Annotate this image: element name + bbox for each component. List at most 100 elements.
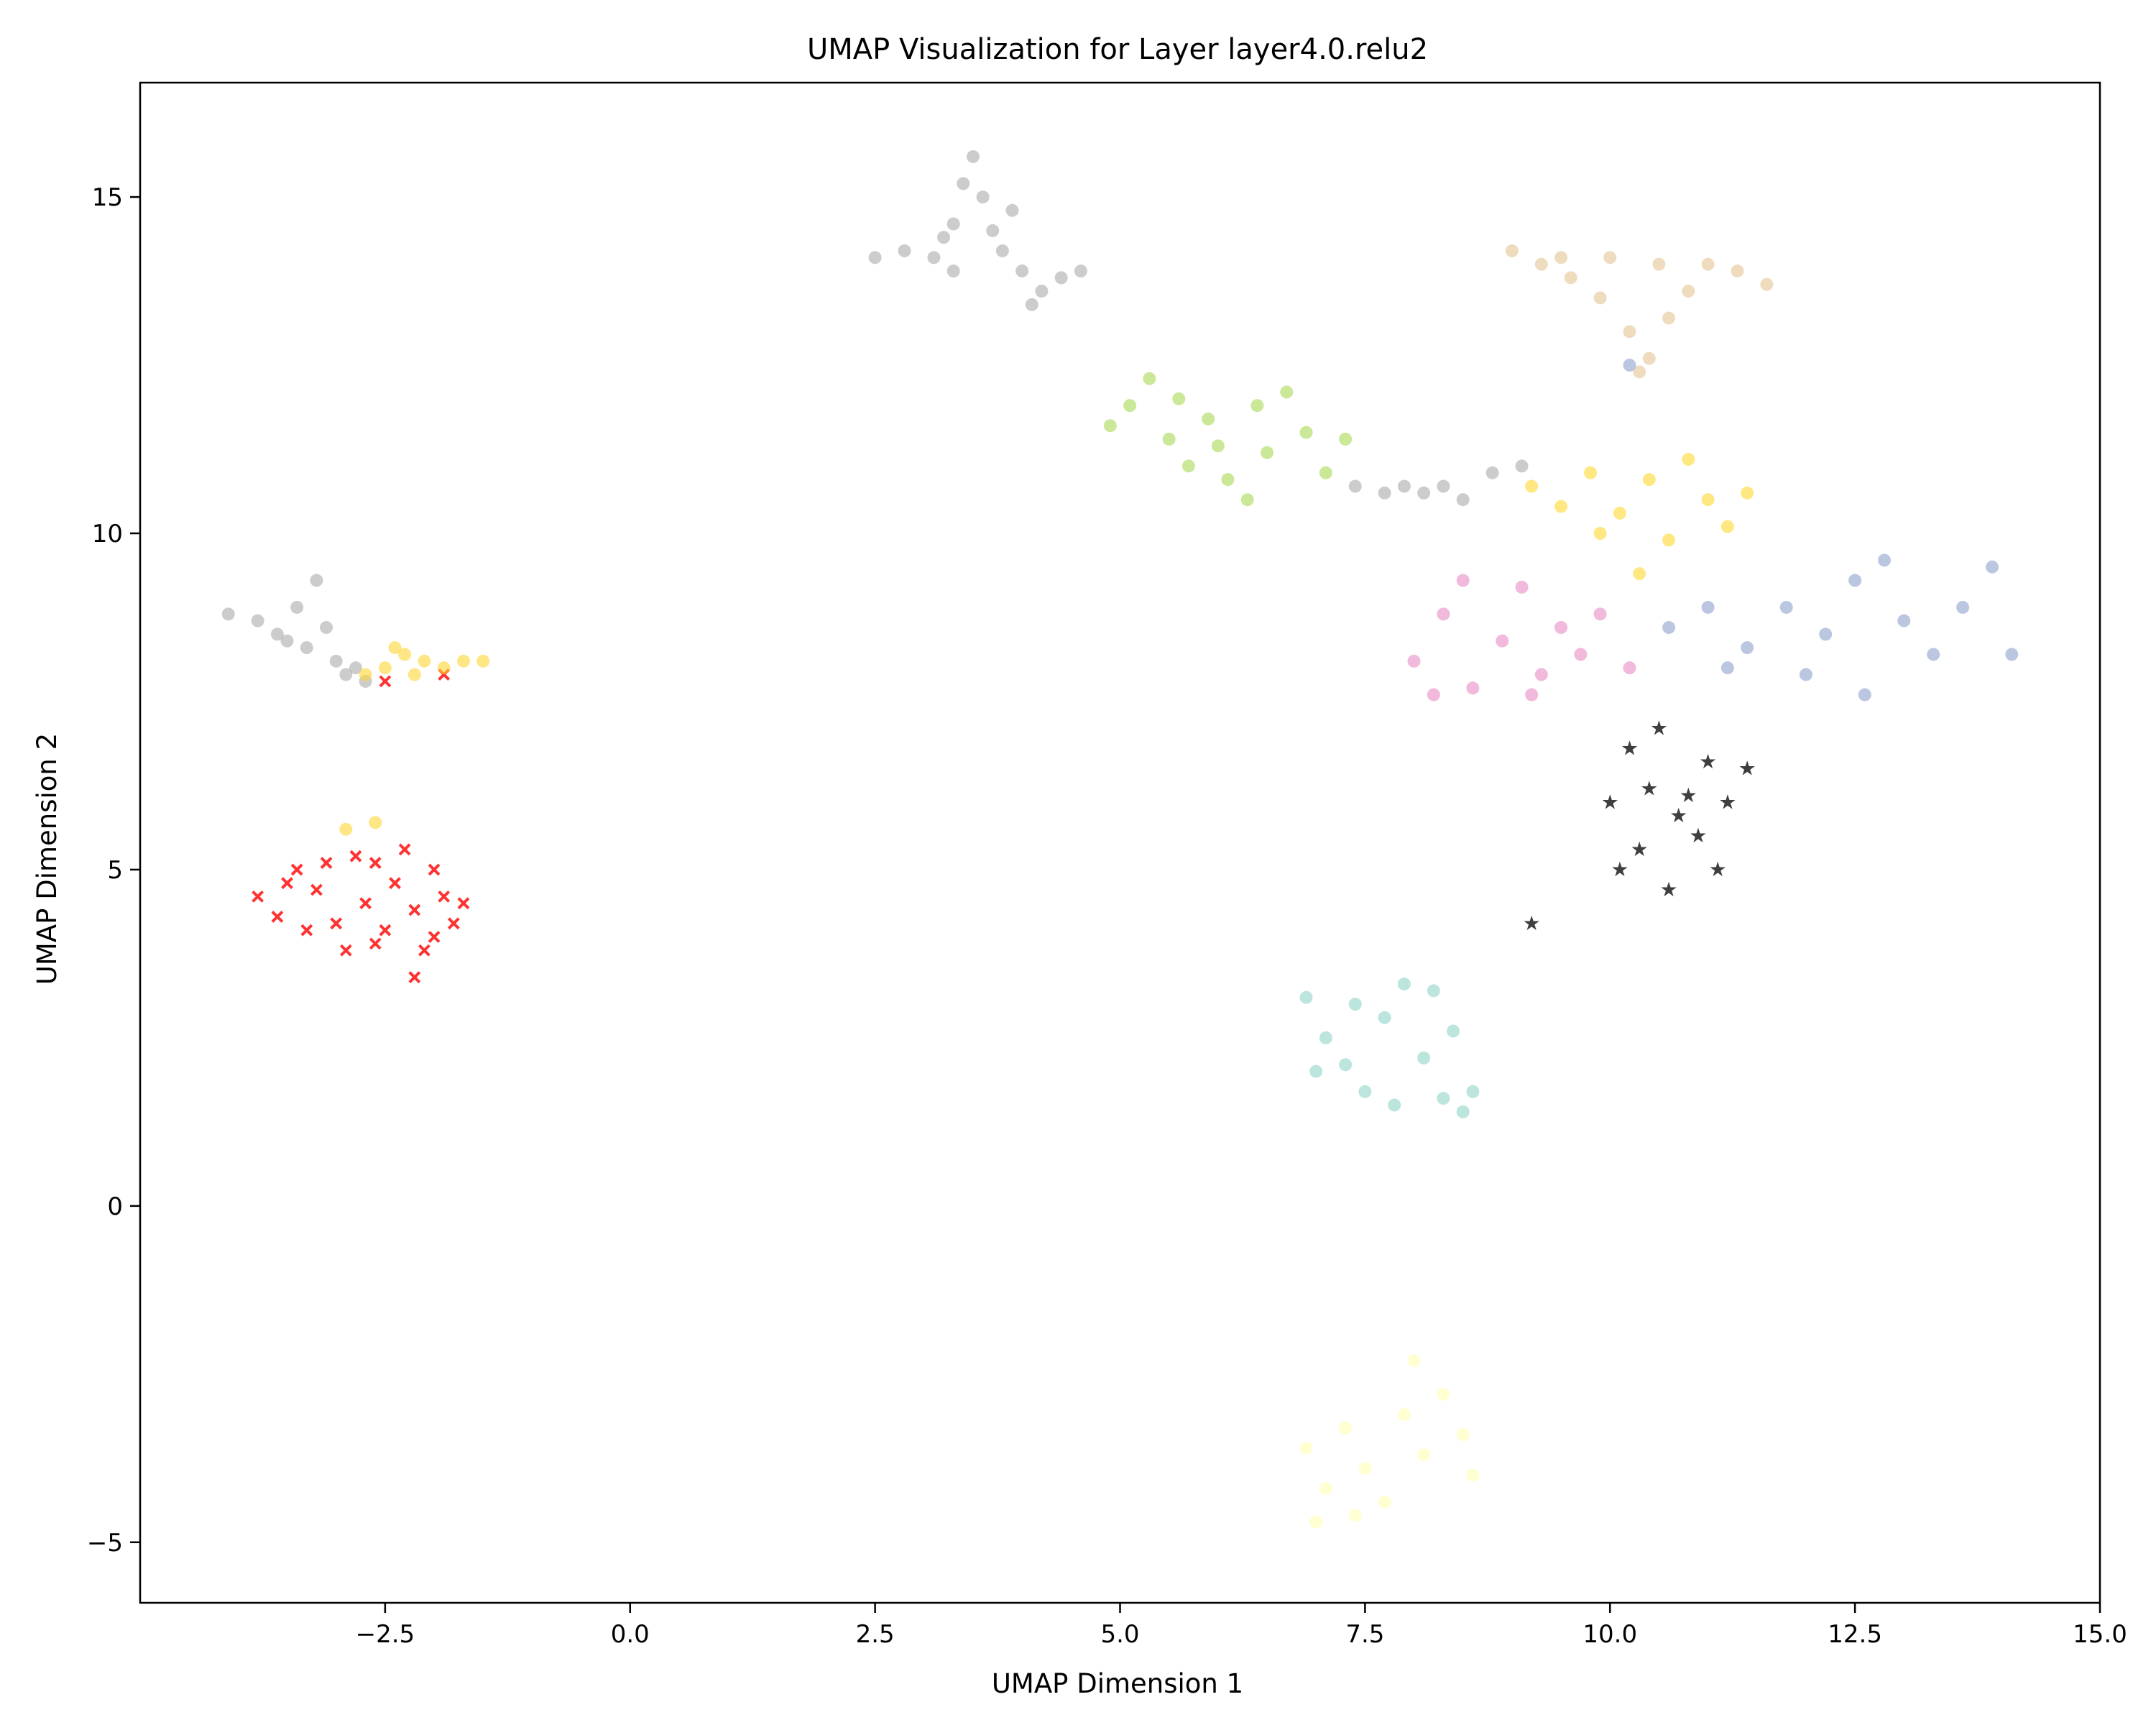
scatter-point bbox=[1437, 1092, 1450, 1105]
scatter-point bbox=[1701, 257, 1715, 271]
scatter-point bbox=[1074, 264, 1087, 278]
scatter-point bbox=[1534, 257, 1548, 271]
scatter-point bbox=[1172, 392, 1186, 405]
x-tick-label: −2.5 bbox=[356, 1620, 415, 1649]
scatter-point bbox=[379, 675, 392, 688]
y-axis-label: UMAP Dimension 2 bbox=[32, 733, 63, 985]
scatter-point bbox=[280, 634, 294, 648]
scatter-point bbox=[290, 863, 303, 876]
scatter-point bbox=[1701, 600, 1715, 614]
scatter-point bbox=[221, 607, 235, 621]
scatter-point bbox=[437, 661, 451, 675]
scatter-point bbox=[1731, 264, 1744, 278]
scatter-point bbox=[1447, 1024, 1460, 1038]
scatter-point bbox=[349, 850, 362, 862]
x-tick-label: 7.5 bbox=[1345, 1620, 1384, 1649]
scatter-point bbox=[1593, 527, 1607, 540]
scatter-point: ★ bbox=[1660, 878, 1678, 901]
scatter-point bbox=[1299, 990, 1313, 1004]
scatter-point bbox=[1779, 600, 1793, 614]
scatter-point bbox=[1025, 298, 1038, 311]
scatter-point bbox=[1299, 426, 1313, 439]
scatter-point bbox=[1437, 479, 1450, 493]
scatter-point bbox=[281, 877, 293, 890]
scatter-point bbox=[1211, 439, 1225, 453]
scatter-point bbox=[1662, 311, 1676, 325]
x-axis-ticks: −2.5 0.0 2.5 5.0 7.5 10.0 12.5 15.0 bbox=[356, 1603, 2127, 1649]
scatter-point bbox=[1015, 264, 1029, 278]
scatter-point bbox=[1397, 1407, 1411, 1421]
scatter-point bbox=[1956, 600, 1970, 614]
scatter-point bbox=[1505, 244, 1519, 257]
scatter-point bbox=[1299, 1441, 1313, 1455]
y-tick-label: 5 bbox=[107, 856, 123, 885]
scatter-point bbox=[937, 231, 951, 244]
scatter-point bbox=[379, 924, 392, 937]
scatter-point bbox=[1005, 203, 1019, 217]
y-axis-ticks: −5 0 5 10 15 bbox=[87, 183, 140, 1558]
scatter-point bbox=[1319, 1481, 1332, 1495]
scatter-point bbox=[2005, 648, 2019, 661]
scatter-point bbox=[1348, 998, 1362, 1011]
scatter-point bbox=[251, 614, 264, 627]
scatter-point bbox=[300, 924, 313, 937]
scatter-point bbox=[1417, 1051, 1431, 1064]
scatter-point bbox=[329, 654, 343, 668]
scatter-point bbox=[1515, 459, 1529, 473]
scatter-point: ★ bbox=[1709, 857, 1727, 881]
scatter-point bbox=[369, 857, 382, 869]
x-tick-label: 5.0 bbox=[1100, 1620, 1139, 1649]
scatter-point: ★ bbox=[1601, 790, 1619, 814]
x-tick-label: 12.5 bbox=[1828, 1620, 1882, 1649]
scatter-point bbox=[1456, 493, 1470, 507]
scatter-point bbox=[398, 843, 411, 856]
scatter-point bbox=[1897, 614, 1911, 627]
scatter-point bbox=[1250, 399, 1264, 413]
scatter-point bbox=[270, 627, 284, 641]
scatter-point bbox=[457, 897, 470, 910]
chart-title: UMAP Visualization for Layer layer4.0.re… bbox=[807, 33, 1428, 66]
scatter-point bbox=[1456, 1428, 1470, 1442]
scatter-point bbox=[398, 648, 412, 661]
scatter-point bbox=[1339, 1421, 1353, 1435]
scatter-point bbox=[476, 654, 490, 668]
scatter-point bbox=[388, 641, 402, 655]
scatter-point bbox=[1633, 365, 1646, 379]
scatter-point bbox=[995, 244, 1009, 257]
scatter-point bbox=[1378, 486, 1391, 500]
scatter-point bbox=[1035, 285, 1049, 298]
scatter-point bbox=[1927, 648, 1940, 661]
scatter-point bbox=[320, 857, 333, 869]
scatter-point bbox=[1358, 1085, 1372, 1098]
x-axis-label: UMAP Dimension 1 bbox=[992, 1668, 1243, 1699]
scatter-point bbox=[1603, 251, 1617, 264]
scatter-point bbox=[1348, 479, 1362, 493]
scatter-point bbox=[1378, 1011, 1391, 1024]
scatter-point bbox=[1682, 285, 1695, 298]
scatter-point bbox=[252, 890, 264, 903]
scatter-point bbox=[966, 150, 980, 163]
scatter-point bbox=[1515, 580, 1529, 594]
y-tick-label: 0 bbox=[107, 1192, 123, 1221]
scatter-point bbox=[428, 931, 441, 943]
y-tick-label: −5 bbox=[87, 1529, 123, 1558]
scatter-point bbox=[418, 944, 430, 957]
scatter-point: ★ bbox=[1669, 804, 1687, 827]
x-tick-label: 2.5 bbox=[856, 1620, 895, 1649]
scatter-point bbox=[986, 224, 1000, 237]
scatter-point bbox=[408, 971, 421, 984]
scatter-point bbox=[1388, 1098, 1401, 1112]
scatter-point bbox=[408, 903, 421, 916]
scatter-point bbox=[1682, 453, 1695, 466]
scatter-point bbox=[1202, 412, 1215, 426]
scatter-point bbox=[1642, 351, 1656, 365]
scatter-point bbox=[1437, 607, 1450, 621]
scatter-point bbox=[1485, 466, 1499, 479]
scatter-point bbox=[1642, 473, 1656, 487]
scatter-point bbox=[1720, 661, 1734, 675]
scatter-point bbox=[1701, 493, 1715, 507]
scatter-point bbox=[418, 654, 431, 668]
x-tick-label: 0.0 bbox=[611, 1620, 650, 1649]
scatter-point bbox=[271, 911, 284, 923]
scatter-point bbox=[1162, 432, 1176, 446]
